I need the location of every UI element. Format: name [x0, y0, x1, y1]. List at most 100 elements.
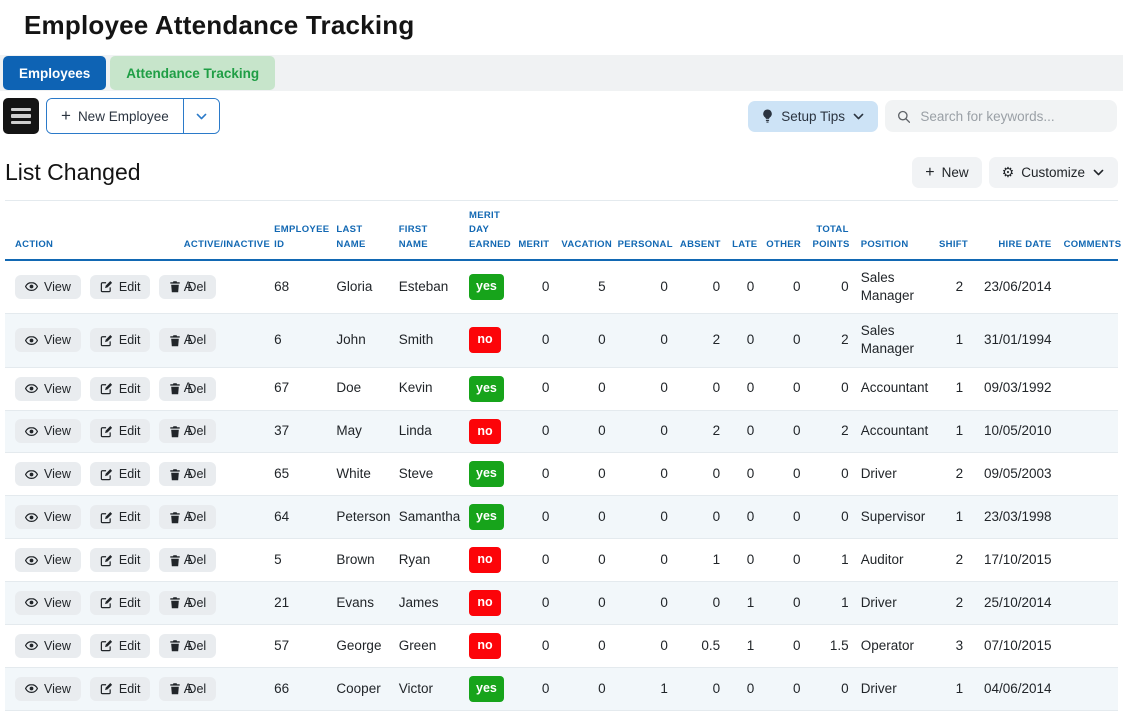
edit-button[interactable]: Edit: [89, 376, 151, 401]
view-button[interactable]: View: [15, 548, 81, 573]
column-header-employee-id[interactable]: EMPLOYEE ID: [268, 199, 331, 261]
menu-button[interactable]: [3, 98, 39, 134]
merit-day-earned-cell: yes: [463, 452, 512, 497]
view-button[interactable]: View: [15, 419, 81, 444]
employee-id-cell: 5: [268, 538, 331, 582]
hire-date-cell: 31/01/1994: [969, 313, 1058, 368]
edit-button[interactable]: Edit: [89, 419, 151, 444]
last-name-cell: Brown: [330, 538, 393, 582]
eye-icon: [25, 282, 38, 292]
comments-cell: [1057, 538, 1118, 582]
toolbar: + New Employee Setup Tips: [0, 91, 1123, 141]
edit-button[interactable]: Edit: [89, 505, 151, 530]
edit-icon: [100, 683, 112, 695]
first-name-cell: Kevin: [392, 367, 463, 411]
merit-cell: 0: [511, 667, 556, 711]
tab-employees[interactable]: Employees: [3, 56, 107, 90]
trash-icon: [170, 683, 181, 695]
position-cell: Accountant: [854, 410, 934, 454]
active-cell: A: [177, 313, 269, 368]
new-employee-button[interactable]: + New Employee: [47, 99, 183, 133]
column-header-hire-date[interactable]: HIRE DATE: [969, 199, 1058, 261]
column-header-absent[interactable]: ABSENT: [673, 199, 727, 261]
total-points-cell: 0: [806, 367, 855, 411]
edit-button[interactable]: Edit: [89, 633, 151, 658]
position-cell: Auditor: [854, 538, 934, 582]
column-header-shift[interactable]: SHIFT: [933, 199, 970, 261]
view-button[interactable]: View: [15, 633, 81, 658]
view-button[interactable]: View: [15, 274, 81, 299]
active-cell: A: [177, 410, 269, 454]
table-row: View Edit Del A 6 John Smith no 0 0 0 2 0 0 2 Sales Man…: [5, 313, 1118, 368]
setup-tips-button[interactable]: Setup Tips: [748, 100, 878, 132]
other-cell: 0: [760, 313, 807, 368]
edit-button[interactable]: Edit: [89, 462, 151, 487]
view-button[interactable]: View: [15, 590, 81, 615]
action-cell: View Edit Del: [5, 259, 217, 315]
total-points-cell: 1: [806, 538, 855, 582]
merit-day-badge: yes: [469, 675, 504, 702]
merit-day-badge: no: [469, 632, 501, 659]
column-header-action[interactable]: ACTION: [5, 199, 178, 261]
eye-icon: [25, 555, 38, 565]
edit-button[interactable]: Edit: [89, 590, 151, 615]
edit-button[interactable]: Edit: [89, 274, 151, 299]
search-box: [885, 100, 1117, 132]
active-cell: A: [177, 367, 269, 411]
shift-cell: 1: [933, 313, 970, 368]
eye-icon: [25, 684, 38, 694]
view-button[interactable]: View: [15, 328, 81, 353]
absent-cell: 0: [673, 495, 727, 540]
edit-button[interactable]: Edit: [89, 676, 151, 701]
late-cell: 0: [726, 538, 761, 582]
active-cell: A: [177, 538, 269, 582]
column-header-personal[interactable]: PERSONAL: [611, 199, 674, 261]
view-button[interactable]: View: [15, 376, 81, 401]
personal-cell: 1: [611, 667, 674, 711]
column-header-vacation[interactable]: VACATION: [555, 199, 612, 261]
customize-button[interactable]: ⚙ Customize: [988, 157, 1118, 188]
shift-cell: 3: [933, 624, 970, 668]
trash-icon: [170, 640, 181, 652]
chevron-down-icon: [1093, 169, 1104, 176]
column-header-merit[interactable]: MERIT: [511, 199, 556, 261]
view-button[interactable]: View: [15, 462, 81, 487]
column-header-total-points[interactable]: TOTAL POINTS: [806, 199, 855, 261]
other-cell: 0: [760, 538, 807, 582]
column-header-last-name[interactable]: LAST NAME: [330, 199, 393, 261]
column-header-merit-day-earned[interactable]: MERIT DAY EARNED: [463, 199, 512, 261]
total-points-cell: 2: [806, 410, 855, 454]
view-button[interactable]: View: [15, 505, 81, 530]
edit-icon: [100, 597, 112, 609]
employee-id-cell: 67: [268, 367, 331, 411]
table-body: View Edit Del A 68 Gloria Esteban yes 0 5 0 0 0 0 0 Sal…: [5, 259, 1118, 711]
plus-icon: +: [61, 106, 71, 125]
tab-attendance-tracking[interactable]: Attendance Tracking: [110, 56, 276, 90]
view-button[interactable]: View: [15, 676, 81, 701]
column-header-active[interactable]: ACTIVE/INACTIVE: [177, 199, 270, 261]
edit-button[interactable]: Edit: [89, 328, 151, 353]
new-employee-dropdown-button[interactable]: [182, 99, 219, 133]
column-header-position[interactable]: POSITION: [854, 199, 934, 261]
last-name-cell: Cooper: [330, 667, 393, 711]
search-input[interactable]: [920, 108, 1105, 124]
table-row: View Edit Del A 57 George Green no 0 0 0 0.5 1 0 1.5 Op…: [5, 624, 1118, 668]
action-cell: View Edit Del: [5, 495, 217, 540]
column-header-comments[interactable]: COMMENTS: [1057, 199, 1121, 261]
new-button[interactable]: + New: [912, 157, 982, 188]
merit-day-badge: no: [469, 418, 501, 445]
last-name-cell: Peterson: [330, 495, 393, 540]
hire-date-cell: 04/06/2014: [969, 667, 1058, 711]
column-header-first-name[interactable]: FIRST NAME: [392, 199, 463, 261]
edit-icon: [100, 640, 112, 652]
action-cell: View Edit Del: [5, 452, 217, 497]
column-header-other[interactable]: OTHER: [760, 199, 807, 261]
edit-button[interactable]: Edit: [89, 548, 151, 573]
hire-date-cell: 09/05/2003: [969, 452, 1058, 497]
column-header-late[interactable]: LATE: [726, 199, 761, 261]
eye-icon: [25, 469, 38, 479]
trash-icon: [170, 554, 181, 566]
total-points-cell: 0: [806, 452, 855, 497]
comments-cell: [1057, 313, 1118, 368]
